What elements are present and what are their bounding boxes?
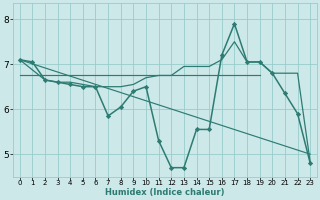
X-axis label: Humidex (Indice chaleur): Humidex (Indice chaleur) [105, 188, 225, 197]
